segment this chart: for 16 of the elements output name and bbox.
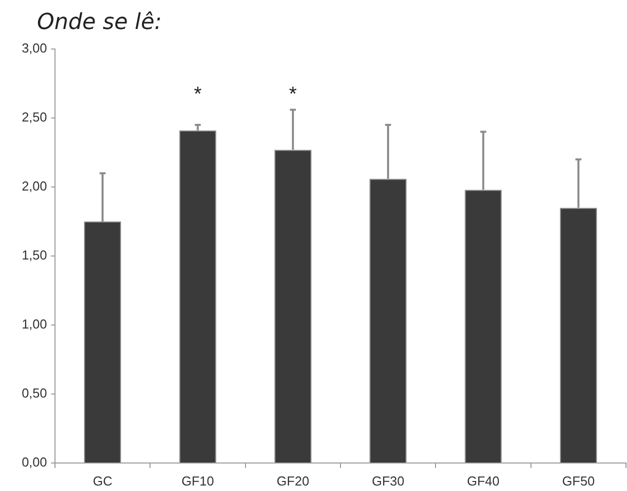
x-tick-label: GF10 — [181, 473, 214, 488]
x-tick-label: GF50 — [562, 473, 595, 488]
x-tick-label: GF40 — [466, 473, 500, 488]
y-tick-label: 0,00 — [22, 454, 47, 470]
chart-title: Onde se lê: — [37, 10, 162, 35]
x-tick-label: GF20 — [276, 473, 310, 488]
y-tick-label: 3,00 — [22, 40, 47, 56]
annotation: * — [194, 84, 202, 106]
x-tick-label: GF30 — [372, 473, 404, 488]
y-tick-label: 1,00 — [22, 316, 47, 332]
annotation: * — [289, 84, 298, 106]
x-tick-label: GC — [92, 473, 112, 488]
y-tick-label: 1,50 — [22, 248, 47, 263]
y-tick-label: 2,00 — [22, 178, 47, 194]
y-tick-label: 0,50 — [22, 386, 47, 401]
y-tick-label: 2,50 — [22, 110, 47, 125]
